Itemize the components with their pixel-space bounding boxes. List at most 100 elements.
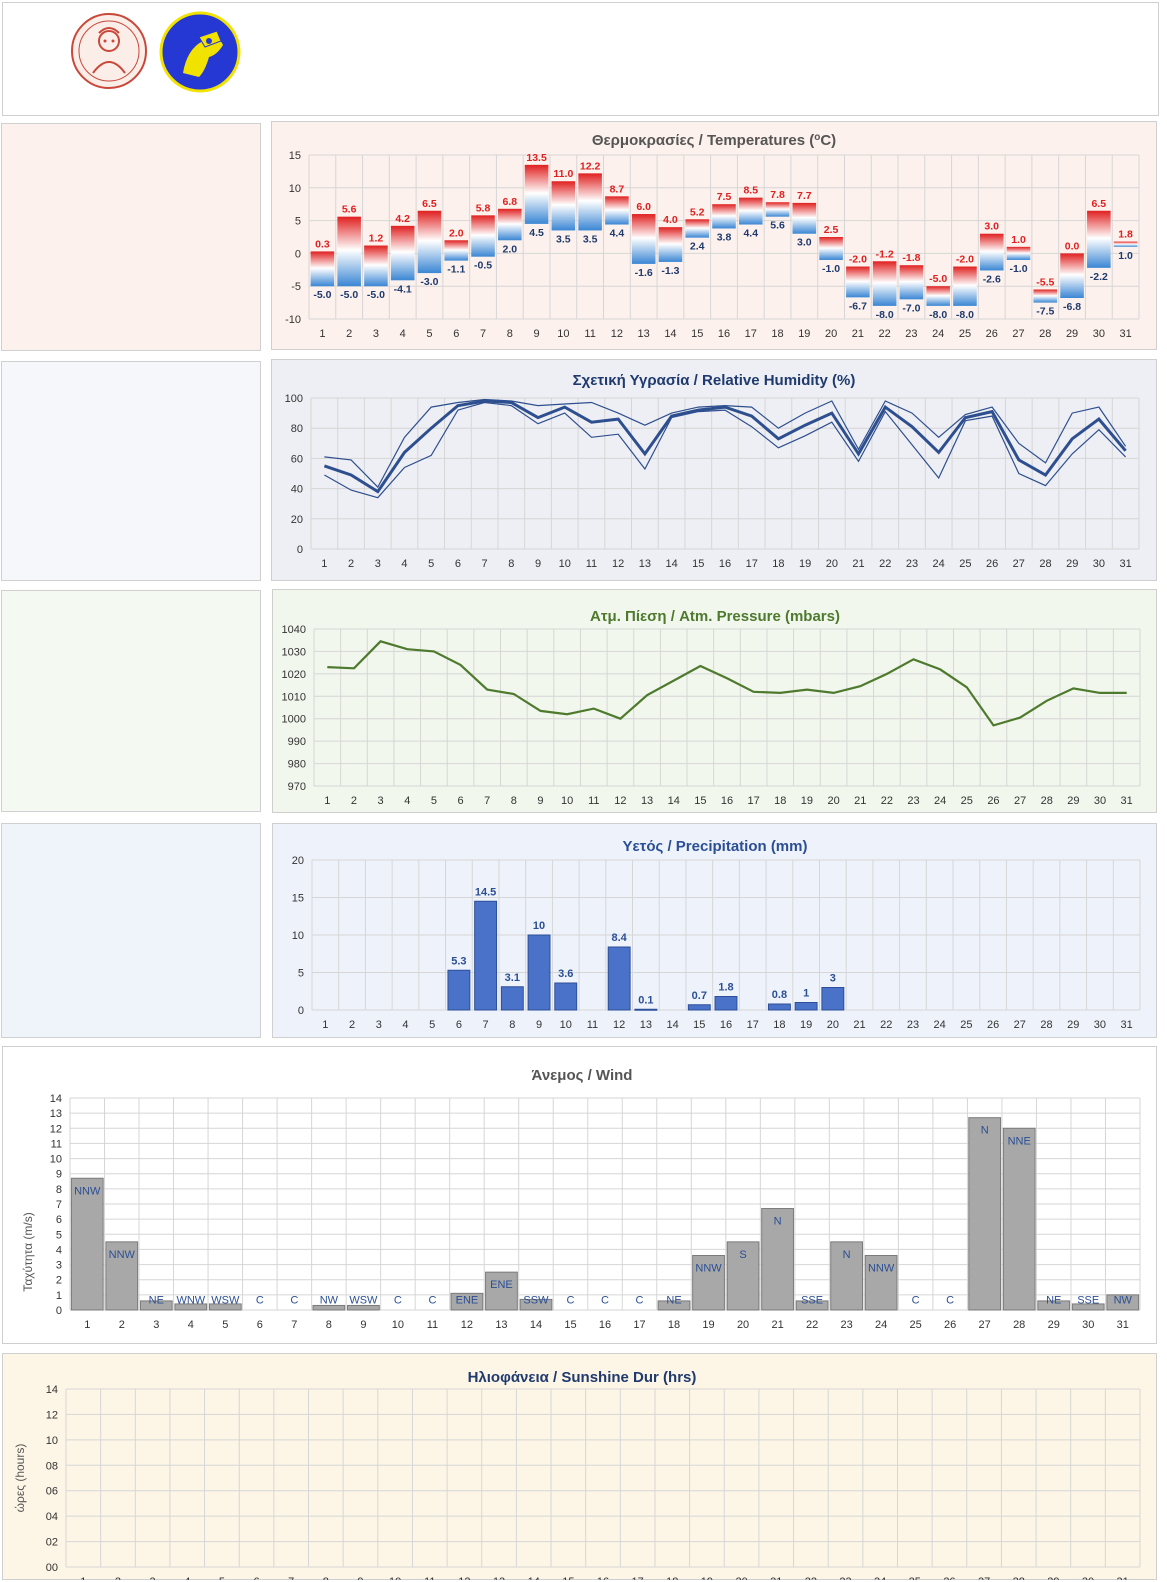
pres-x-tick-label: 6: [457, 795, 463, 807]
university-seal-logo: [71, 13, 147, 89]
humidity-chart-background: [271, 359, 1157, 581]
prec-y-tick-label: 20: [292, 855, 304, 867]
temperature-min-label: -1.0: [1009, 263, 1027, 275]
pressure-line: [327, 640, 1127, 727]
temp-x-tick-label: 20: [825, 328, 837, 340]
pres-x-tick-label: 19: [801, 795, 813, 807]
temperature-min-label: -1.3: [661, 265, 679, 277]
temperature-range-bar: [1060, 253, 1084, 299]
wind-x-tick-label: 11: [427, 1319, 438, 1331]
meteorology-lab-logo: [159, 11, 241, 93]
precipitation-bar: [821, 987, 845, 1011]
temp-y-tick-label: 0: [295, 248, 301, 260]
temp-x-tick-label: 10: [557, 328, 569, 340]
prec-x-tick-label: 27: [1014, 1019, 1026, 1031]
wind-x-tick-label: 2: [119, 1319, 125, 1331]
temperature-max-label: 4.0: [663, 214, 678, 226]
precipitation-bar: [634, 1008, 658, 1011]
temperature-side-panel: [1, 123, 261, 351]
temperature-max-label: 5.2: [690, 206, 705, 218]
wind-x-tick-label: 18: [668, 1319, 680, 1331]
wind-x-tick-label: 19: [702, 1319, 714, 1331]
prec-x-tick-label: 26: [987, 1019, 999, 1031]
pres-x-tick-label: 3: [378, 795, 384, 807]
prec-x-tick-label: 15: [693, 1019, 705, 1031]
wind-x-tick-label: 13: [495, 1319, 507, 1331]
prec-x-tick-label: 21: [853, 1019, 865, 1031]
wind-direction-label: C: [290, 1294, 298, 1306]
wind-direction-label: ENE: [456, 1294, 479, 1306]
prec-x-tick-label: 19: [800, 1019, 812, 1031]
temperature-range-bar: [712, 204, 736, 229]
sun-x-tick-label: 29: [1047, 1576, 1059, 1580]
temp-x-tick-label: 16: [718, 328, 730, 340]
sun-x-tick-label: 20: [735, 1576, 747, 1580]
wind-direction-label: C: [428, 1294, 436, 1306]
temperature-range-bar: [471, 215, 495, 257]
wind-x-tick-label: 12: [461, 1319, 473, 1331]
wind-y-tick-label: 12: [50, 1123, 62, 1135]
sun-y-tick-label: 08: [46, 1460, 58, 1472]
pres-x-tick-label: 28: [1041, 795, 1053, 807]
prec-x-tick-label: 31: [1121, 1019, 1133, 1031]
wind-direction-label: WSW: [349, 1294, 378, 1306]
wind-speed-bar: [761, 1208, 794, 1311]
temperature-range-bar: [953, 266, 977, 306]
wind-speed-bar: [692, 1254, 725, 1311]
temperature-max-label: 5.6: [342, 204, 357, 216]
wind-speed-bar: [450, 1292, 484, 1311]
temp-y-tick-label: 5: [295, 216, 301, 228]
wind-speed-bar: [312, 1304, 346, 1311]
temperature-range-bar: [658, 227, 683, 262]
wind-direction-label: NE: [149, 1294, 164, 1306]
wind-x-tick-label: 16: [599, 1319, 611, 1331]
prec-x-tick-label: 23: [907, 1019, 919, 1031]
wind-speed-bar: [1071, 1303, 1105, 1311]
pres-y-tick-label: 990: [288, 736, 306, 748]
wind-speed-bar: [485, 1271, 518, 1311]
wind-x-tick-label: 8: [326, 1319, 332, 1331]
wind-y-tick-label: 6: [56, 1214, 62, 1226]
temperature-max-label: 6.5: [422, 198, 437, 210]
wind-direction-label: SSW: [523, 1294, 549, 1306]
temperature-range-bar: [738, 197, 763, 225]
hum-x-tick-label: 26: [986, 558, 998, 570]
prec-x-tick-label: 5: [429, 1019, 435, 1031]
wind-speed-bar: [864, 1254, 898, 1311]
temp-x-tick-label: 2: [346, 328, 352, 340]
temp-x-tick-label: 25: [959, 328, 971, 340]
hum-x-tick-label: 9: [535, 558, 541, 570]
pres-x-tick-label: 13: [641, 795, 653, 807]
wind-y-tick-label: 4: [56, 1244, 62, 1256]
sunshine-y-axis-label: ώρες (hours): [13, 1444, 27, 1513]
wind-x-tick-label: 28: [1013, 1319, 1025, 1331]
hum-x-tick-label: 4: [401, 558, 407, 570]
temperature-range-bar: [1006, 246, 1031, 260]
wind-x-tick-label: 14: [530, 1319, 542, 1331]
wind-y-tick-label: 10: [50, 1154, 62, 1166]
sun-x-tick-label: 6: [253, 1576, 259, 1580]
hum-x-tick-label: 3: [375, 558, 381, 570]
hum-x-tick-label: 16: [719, 558, 731, 570]
temperature-max-label: 4.2: [395, 213, 410, 225]
sun-y-tick-label: 10: [46, 1435, 58, 1447]
pres-x-tick-label: 23: [907, 795, 919, 807]
hum-x-tick-label: 15: [692, 558, 704, 570]
wind-direction-label: C: [636, 1294, 644, 1306]
temperature-max-label: 6.0: [636, 201, 651, 213]
precipitation-bar: [607, 946, 631, 1011]
hum-x-tick-label: 14: [665, 558, 677, 570]
sun-x-tick-label: 8: [323, 1576, 329, 1580]
prec-x-tick-label: 3: [376, 1019, 382, 1031]
wind-direction-label: NNW: [74, 1185, 101, 1197]
temp-y-tick-label: 10: [289, 183, 301, 195]
temperature-range-bar: [337, 216, 361, 287]
precipitation-bar: [714, 996, 738, 1011]
sunshine-chart: Ηλιοφάνεια / Sunshine Dur (hrs) ώρες (ho…: [2, 1353, 1157, 1580]
wind-direction-label: NNW: [109, 1249, 136, 1261]
sun-x-tick-label: 10: [389, 1576, 401, 1580]
precipitation-chart-background: [272, 823, 1157, 1038]
pres-y-tick-label: 1020: [282, 669, 306, 681]
temp-x-tick-label: 18: [771, 328, 783, 340]
